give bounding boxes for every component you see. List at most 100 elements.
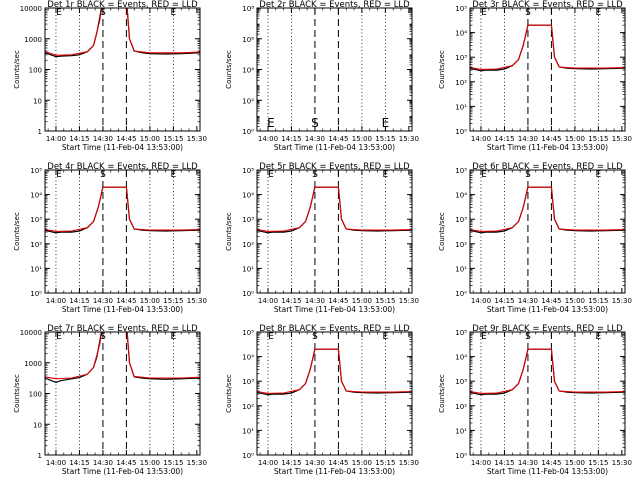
x-tick-label: 15:30 (399, 135, 419, 143)
x-tick-label: 14:30 (305, 297, 325, 305)
y-tick-label: 10⁵ (242, 167, 254, 175)
x-tick-label: 15:00 (352, 459, 372, 467)
x-axis-label: Start Time (11-Feb-04 13:53:00) (62, 467, 183, 476)
y-axis-label: Counts/sec (13, 212, 21, 251)
x-tick-label: 14:00 (258, 135, 278, 143)
x-tick-label: 15:15 (163, 459, 183, 467)
series-line-lld (257, 348, 412, 394)
event-marker: E (56, 332, 62, 342)
y-tick-label: 10¹ (455, 103, 467, 111)
x-tick-label: 14:15 (494, 459, 514, 467)
y-tick-label: 10⁵ (455, 5, 467, 13)
y-tick-label: 10⁶ (242, 36, 254, 44)
y-tick-label: 10⁴ (455, 192, 467, 200)
panel-title: Det 8r BLACK = Events, RED = LLD (259, 324, 410, 334)
y-tick-label: 10⁵ (30, 167, 42, 175)
x-tick-label: 15:00 (140, 297, 160, 305)
x-tick-label: 15:00 (140, 135, 160, 143)
series-line-lld (45, 8, 200, 56)
y-tick-label: 10³ (455, 378, 467, 386)
x-tick-label: 15:00 (565, 297, 585, 305)
x-axis-label: Start Time (11-Feb-04 13:53:00) (62, 305, 183, 314)
x-tick-label: 14:15 (494, 135, 514, 143)
series-group (470, 24, 625, 72)
y-tick-label: 10³ (30, 216, 42, 224)
event-marker: E (56, 8, 62, 18)
y-tick-label: 1 (38, 128, 42, 136)
plot-frame (256, 169, 413, 294)
series-line-lld (257, 186, 412, 232)
series-group (45, 8, 200, 58)
y-axis-label: Counts/sec (225, 50, 233, 89)
series-group (45, 332, 200, 384)
panel-title: Det 7r BLACK = Events, RED = LLD (47, 324, 198, 334)
x-tick-label: 14:15 (494, 297, 514, 305)
series-group (257, 186, 412, 234)
panel-det-2r: E S E Det 2r BLACK = Events, RED = LLD 10⁰ 10… (225, 0, 419, 152)
y-tick-label: 1 (38, 452, 42, 460)
y-axis-label: Counts/sec (13, 50, 21, 89)
series-line-events (45, 8, 200, 58)
event-marker: E (56, 170, 62, 180)
plot-frame (44, 331, 201, 456)
x-tick-label: 14:30 (305, 459, 325, 467)
y-axis-label: Counts/sec (13, 374, 21, 413)
y-tick-label: 10⁸ (242, 5, 254, 13)
x-tick-label: 15:30 (187, 135, 207, 143)
y-tick-label: 10² (242, 403, 254, 411)
y-tick-label: 10⁰ (455, 290, 467, 298)
y-axis-label: Counts/sec (438, 374, 446, 413)
y-tick-label: 10² (242, 97, 254, 105)
y-tick-label: 10⁴ (242, 192, 254, 200)
x-tick-label: 14:30 (518, 135, 538, 143)
x-tick-label: 15:00 (565, 459, 585, 467)
x-tick-label: 14:00 (471, 459, 491, 467)
series-line-lld (470, 186, 625, 232)
event-marker: E (481, 332, 487, 342)
x-tick-label: 15:15 (375, 135, 395, 143)
y-tick-label: 10³ (455, 54, 467, 62)
x-tick-label: 14:00 (471, 135, 491, 143)
y-tick-label: 10000 (20, 5, 42, 13)
y-tick-label: 10⁴ (455, 30, 467, 38)
y-tick-label: 10³ (455, 216, 467, 224)
x-tick-label: 14:15 (281, 297, 301, 305)
x-tick-label: 14:00 (258, 459, 278, 467)
series-line-lld (45, 332, 200, 380)
x-tick-label: 14:45 (116, 297, 136, 305)
x-tick-label: 15:15 (163, 297, 183, 305)
plot-frame (256, 7, 413, 132)
x-tick-label: 15:15 (163, 135, 183, 143)
x-tick-label: 15:00 (140, 459, 160, 467)
series-line-events (470, 24, 625, 72)
y-tick-label: 10⁴ (242, 354, 254, 362)
x-tick-label: 15:15 (375, 459, 395, 467)
y-axis-label: Counts/sec (438, 50, 446, 89)
x-axis-label: Start Time (11-Feb-04 13:53:00) (274, 305, 395, 314)
x-tick-label: 15:00 (352, 135, 372, 143)
x-tick-label: 14:15 (69, 459, 89, 467)
x-tick-label: 14:45 (541, 459, 561, 467)
x-tick-label: 15:30 (399, 459, 419, 467)
x-tick-label: 15:30 (612, 135, 632, 143)
panel-title: Det 3r BLACK = Events, RED = LLD (472, 0, 623, 10)
x-tick-label: 15:30 (187, 297, 207, 305)
x-axis-label: Start Time (11-Feb-04 13:53:00) (274, 467, 395, 476)
x-axis-label: Start Time (11-Feb-04 13:53:00) (487, 143, 608, 152)
event-marker: E (481, 8, 487, 18)
x-tick-label: 14:45 (328, 135, 348, 143)
x-tick-label: 14:45 (541, 135, 561, 143)
plot-frame (469, 331, 626, 456)
x-tick-label: 15:30 (612, 459, 632, 467)
y-tick-label: 10¹ (30, 265, 42, 273)
x-tick-label: 14:45 (116, 135, 136, 143)
plot-frame (469, 169, 626, 294)
series-line-events (470, 186, 625, 234)
y-tick-label: 10⁰ (455, 452, 467, 460)
x-tick-label: 15:15 (588, 297, 608, 305)
